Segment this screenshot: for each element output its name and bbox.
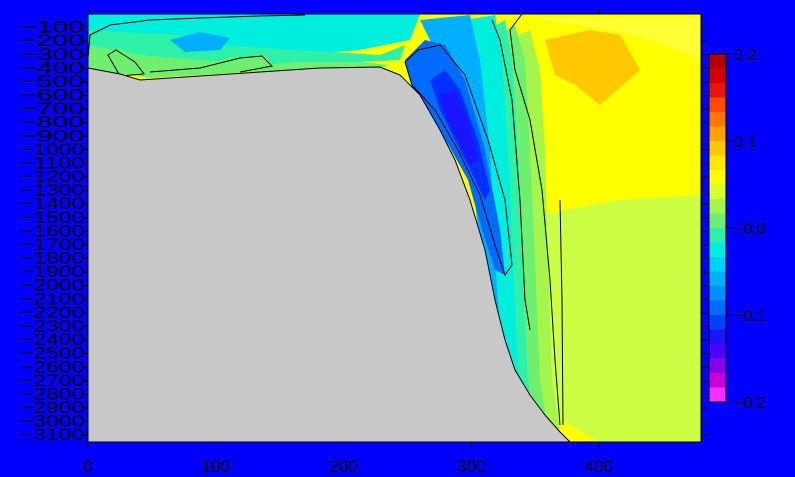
y-tick-label: −2200 [20, 303, 84, 322]
colorbar-swatch [709, 199, 726, 214]
y-tick-label: −3000 [20, 412, 84, 431]
contour-top-left [87, 14, 306, 59]
plot-frame [87, 13, 702, 443]
x-tick-label: 200 [329, 457, 357, 476]
y-tick-label: −2900 [20, 398, 84, 417]
field-sky-band [420, 15, 500, 330]
land-outline [87, 66, 571, 443]
y-tick-label: −1500 [20, 208, 84, 227]
x-axis: 0 100 200 300 400 [83, 9, 613, 476]
y-axis: −100−200−300−400−500−600−700−800−900−100… [20, 18, 707, 444]
x-tick-label: 300 [457, 457, 485, 476]
colorbar-swatch [709, 213, 726, 229]
y-tick-label: −600 [20, 86, 84, 105]
colorbar-swatch [709, 228, 726, 243]
x-tick-label: 400 [585, 457, 613, 476]
colorbar-swatch [709, 271, 726, 287]
colorbar: 0.2 0.1 −0.0 −0.1 −0.2 [708, 47, 766, 412]
contour-blue-loop [404, 44, 513, 277]
y-tick-label: −3100 [20, 425, 84, 444]
y-tick-label: −1700 [20, 235, 84, 254]
field-top-green-blob2 [195, 55, 272, 72]
field-top-green-blob [108, 48, 145, 76]
colorbar-swatch [709, 257, 726, 272]
plot-area [87, 13, 702, 443]
y-tick-label: −300 [20, 45, 84, 64]
colorbar-swatch [709, 83, 726, 98]
y-tick-label: −1300 [20, 181, 84, 200]
y-tick-label: −1900 [20, 262, 84, 281]
y-tick-label: −2800 [20, 384, 84, 403]
y-tick-label: −700 [20, 99, 84, 118]
field-top-sky-spot [170, 32, 230, 52]
colorbar-swatch [709, 184, 726, 200]
y-tick-label: −1100 [20, 153, 84, 172]
contour-outer-right [509, 13, 561, 426]
field-layer [88, 14, 701, 442]
colorbar-swatch [709, 97, 726, 113]
contour-blob-mid [149, 55, 274, 73]
colorbar-swatch [709, 242, 726, 258]
field-paleyellow-upper [530, 18, 701, 60]
y-tick-label: −1000 [20, 140, 84, 159]
colorbar-swatch [709, 329, 726, 345]
contour-outer-left [491, 19, 531, 331]
x-tick-label: 0 [83, 457, 92, 476]
y-tick-label: −900 [20, 126, 84, 145]
colorbar-swatch [709, 141, 726, 156]
y-tick-label: −2300 [20, 317, 84, 336]
y-tick-label: −500 [20, 72, 84, 91]
colorbar-swatch [709, 68, 726, 84]
colorbar-tick-label: 0.2 [734, 47, 756, 64]
field-yellowgreen-lower [540, 195, 701, 442]
field-navy-core [440, 90, 478, 165]
colorbar-swatch [709, 54, 726, 69]
field-orange-yellow [545, 30, 640, 105]
y-tick-label: −1800 [20, 249, 84, 268]
y-tick-label: −100 [20, 18, 84, 37]
colorbar-swatch [709, 315, 726, 330]
y-tick-label: −800 [20, 113, 84, 132]
colorbar-swatch [709, 344, 726, 359]
colorbar-swatch [709, 373, 726, 388]
y-tick-label: −2100 [20, 289, 84, 308]
y-tick-label: −2700 [20, 371, 84, 390]
colorbar-swatch [709, 387, 726, 403]
x-tick-label: 100 [202, 457, 230, 476]
contour-lines [87, 13, 564, 426]
y-tick-label: −2000 [20, 276, 84, 295]
colorbar-tick-label: 0.1 [734, 134, 756, 151]
colorbar-swatch [709, 126, 726, 142]
y-tick-label: −1600 [20, 221, 84, 240]
land-mask [88, 67, 570, 442]
colorbar-swatch [709, 112, 726, 127]
y-tick-label: −1200 [20, 167, 84, 186]
y-tick-label: −200 [20, 31, 84, 50]
y-tick-label: −2400 [20, 330, 84, 349]
y-tick-label: −2600 [20, 357, 84, 376]
contour-blob-left [107, 49, 145, 77]
colorbar-swatch [709, 286, 726, 301]
colorbar-swatch [709, 170, 726, 185]
colorbar-tick-label: −0.2 [734, 395, 766, 412]
y-tick-label: −400 [20, 58, 84, 77]
colorbar-swatch [709, 155, 726, 171]
y-tick-label: −2500 [20, 344, 84, 363]
colorbar-tick-label: −0.0 [734, 221, 766, 238]
colorbar-tick-label: −0.1 [734, 308, 766, 325]
field-blue-band [405, 40, 505, 275]
colorbar-swatch [709, 300, 726, 316]
y-tick-label: −1400 [20, 194, 84, 213]
contour-vertical-right [559, 199, 564, 426]
colorbar-swatch [709, 358, 726, 374]
